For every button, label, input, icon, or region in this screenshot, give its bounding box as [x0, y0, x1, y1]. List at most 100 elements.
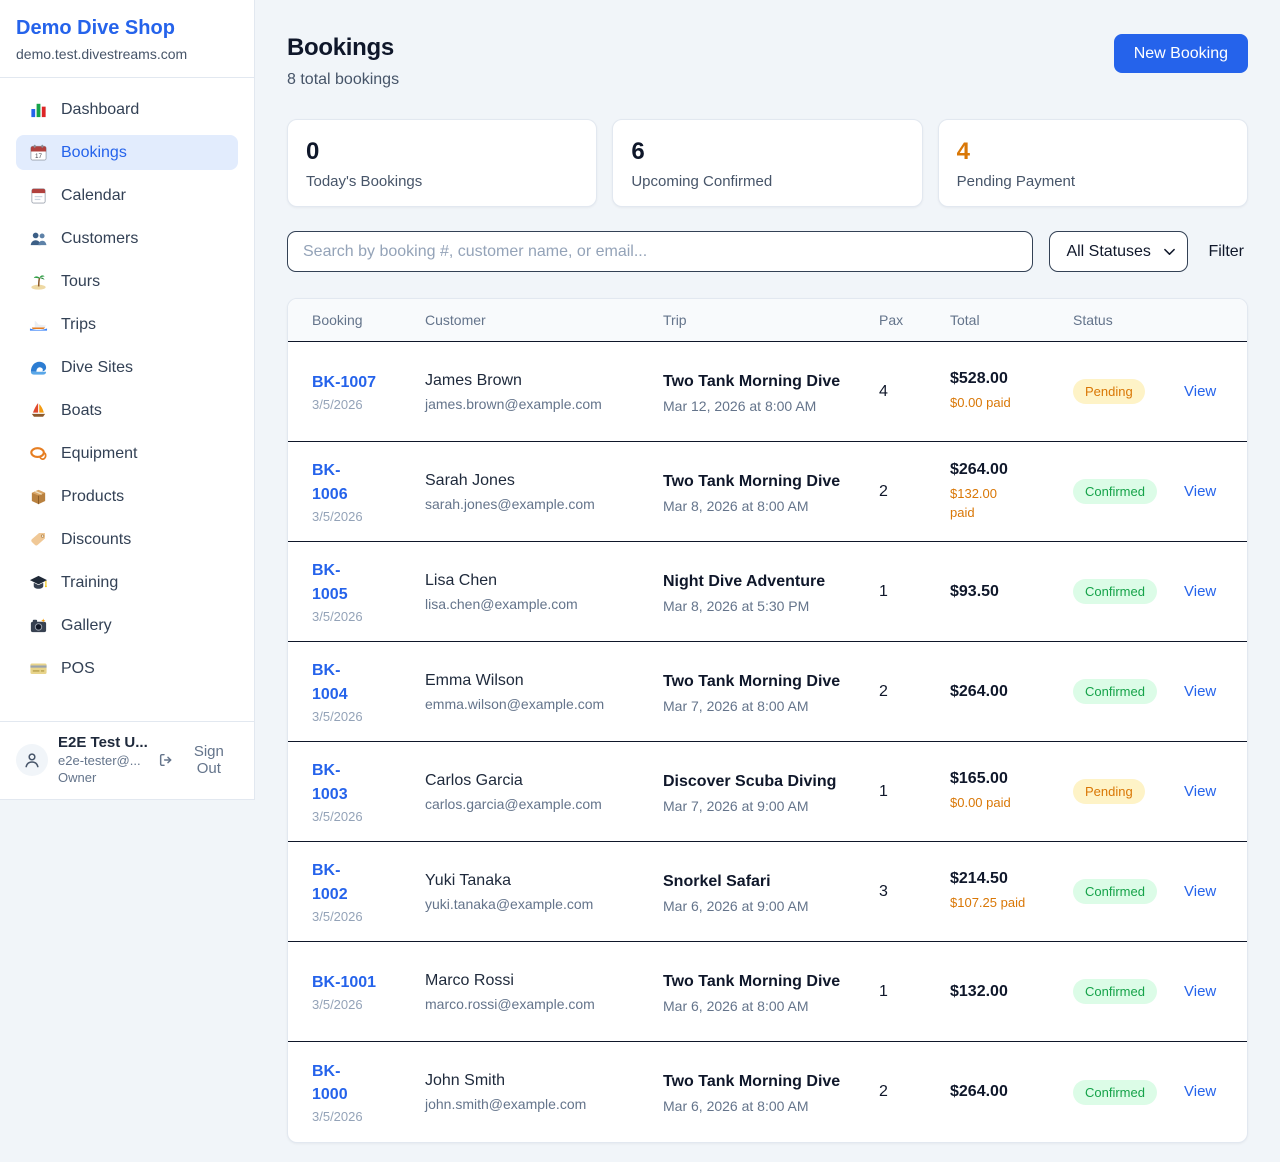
trip-name: Snorkel Safari	[663, 872, 771, 890]
sidebar: Demo Dive Shop demo.test.divestreams.com…	[0, 0, 255, 800]
sidebar-item-training[interactable]: Training	[16, 565, 238, 600]
view-link[interactable]: View	[1184, 882, 1217, 900]
brand-name[interactable]: Demo Dive Shop	[16, 17, 175, 39]
booking-cell: BK-1007 3/5/2026	[312, 371, 425, 412]
view-link[interactable]: View	[1184, 682, 1217, 700]
sidebar-item-dive-sites[interactable]: Dive Sites	[16, 350, 238, 385]
sidebar-item-dashboard[interactable]: Dashboard	[16, 92, 238, 127]
trip-name: Discover Scuba Diving	[663, 772, 837, 790]
customer-email: sarah.jones@example.com	[425, 495, 595, 512]
sidebar-item-calendar[interactable]: Calendar	[16, 178, 238, 213]
view-link[interactable]: View	[1184, 1083, 1217, 1100]
table-body: BK-1007 3/5/2026 James Brown james.brown@ex…	[288, 342, 1247, 1142]
customer-name: Marco Rossi	[425, 971, 514, 989]
booking-date: 3/5/2026	[312, 397, 363, 413]
booking-link[interactable]: BK-1007	[312, 373, 377, 391]
sidebar-item-trips[interactable]: Trips	[16, 307, 238, 342]
paid-amount: $107.25 paid	[950, 895, 1026, 911]
status-badge: Pending	[1073, 379, 1145, 404]
booking-cell: BK- 1003 3/5/2026	[312, 759, 425, 823]
booking-link[interactable]: BK- 1004	[312, 662, 348, 703]
stat-value: 4	[956, 138, 971, 165]
view-link[interactable]: View	[1184, 382, 1217, 400]
booking-link[interactable]: BK- 1005	[312, 562, 348, 603]
customer-name: Carlos Garcia	[425, 771, 523, 789]
status-badge: Confirmed	[1073, 879, 1157, 904]
status-cell: Confirmed	[1073, 479, 1184, 504]
sidebar-item-pos[interactable]: POS	[16, 651, 238, 686]
stat-value: 0	[306, 138, 320, 165]
trip-cell: Night Dive Adventure Mar 8, 2026 at 5:30 …	[663, 570, 879, 614]
sidebar-item-bookings[interactable]: 17 Bookings	[16, 135, 238, 170]
sidebar-item-equipment[interactable]: Equipment	[16, 436, 238, 471]
sign-out-button[interactable]: Sign Out	[158, 743, 238, 777]
view-link[interactable]: View	[1184, 582, 1217, 600]
sidebar-item-gallery[interactable]: Gallery	[16, 608, 238, 643]
svg-text:17: 17	[35, 153, 42, 160]
trip-name: Night Dive Adventure	[663, 572, 826, 590]
total-amount: $214.50	[950, 870, 1008, 888]
status-cell: Confirmed	[1073, 879, 1184, 904]
booking-link[interactable]: BK-1001	[312, 973, 377, 991]
status-cell: Pending	[1073, 779, 1184, 804]
actions-cell: View	[1184, 483, 1223, 501]
new-booking-button[interactable]: New Booking	[1113, 34, 1248, 73]
customer-name: Yuki Tanaka	[425, 871, 511, 889]
status-filter-select[interactable]: All Statuses	[1049, 231, 1189, 272]
table-row: BK-1007 3/5/2026 James Brown james.brown@ex…	[288, 342, 1247, 442]
customer-email: carlos.garcia@example.com	[425, 795, 602, 812]
status-badge: Confirmed	[1073, 479, 1157, 504]
stat-label: Pending Payment	[956, 173, 1076, 191]
booking-link[interactable]: BK- 1003	[312, 762, 348, 803]
customer-name: James Brown	[425, 371, 522, 389]
search-input[interactable]	[287, 231, 1034, 272]
booking-cell: BK- 1000 3/5/2026	[312, 1060, 425, 1124]
customer-cell: Carlos Garcia carlos.garcia@example.com	[425, 772, 663, 812]
customer-name: Emma Wilson	[425, 671, 524, 689]
sidebar-item-products[interactable]: Products	[16, 479, 238, 514]
status-select-wrap: All Statuses	[1049, 231, 1189, 272]
total-amount: $93.50	[950, 582, 999, 600]
package-icon	[29, 487, 48, 506]
tag-icon	[29, 530, 48, 549]
total-cell: $214.50 $107.25 paid	[950, 870, 1073, 913]
trip-name: Two Tank Morning Dive	[663, 472, 841, 490]
sidebar-item-tours[interactable]: Tours	[16, 264, 238, 299]
filter-button[interactable]: Filter	[1204, 243, 1248, 261]
trip-datetime: Mar 7, 2026 at 8:00 AM	[663, 697, 809, 714]
column-header-total: Total	[950, 312, 980, 328]
pax-count: 1	[879, 582, 888, 600]
view-link[interactable]: View	[1184, 482, 1217, 500]
table-row: BK- 1000 3/5/2026 John Smith john.smith@exa…	[288, 1042, 1247, 1142]
view-link[interactable]: View	[1184, 982, 1217, 1000]
sidebar-item-discounts[interactable]: Discounts	[16, 522, 238, 557]
booking-cell: BK- 1002 3/5/2026	[312, 859, 425, 923]
page-title: Bookings	[287, 34, 394, 61]
trip-datetime: Mar 8, 2026 at 5:30 PM	[663, 597, 810, 614]
total-cell: $93.50	[950, 583, 1073, 601]
table-row: BK- 1002 3/5/2026 Yuki Tanaka yuki.tanaka@e…	[288, 842, 1247, 942]
total-amount: $264.00	[950, 682, 1008, 700]
booking-date: 3/5/2026	[312, 1109, 363, 1125]
trip-cell: Discover Scuba Diving Mar 7, 2026 at 9:00…	[663, 770, 879, 814]
booking-link[interactable]: BK- 1002	[312, 862, 348, 903]
sidebar-item-label: Boats	[61, 401, 102, 419]
status-cell: Confirmed	[1073, 1079, 1184, 1105]
status-cell: Pending	[1073, 379, 1184, 404]
paid-amount: $0.00 paid	[950, 795, 1011, 811]
sidebar-item-boats[interactable]: Boats	[16, 393, 238, 428]
sidebar-item-customers[interactable]: Customers	[16, 221, 238, 256]
person-icon	[22, 750, 42, 770]
status-badge: Confirmed	[1073, 579, 1157, 604]
credit-card-icon	[29, 659, 48, 678]
stat-value: 6	[631, 138, 645, 165]
stats-row: 0 Today's Bookings 6 Upcoming Confirmed 4 Pen…	[287, 119, 1248, 207]
trip-cell: Two Tank Morning Dive Mar 6, 2026 at 8:00…	[663, 970, 879, 1014]
customer-email: emma.wilson@example.com	[425, 695, 605, 712]
graduation-cap-icon	[29, 573, 48, 592]
actions-cell: View	[1184, 783, 1223, 801]
view-link[interactable]: View	[1184, 782, 1217, 800]
customer-cell: Lisa Chen lisa.chen@example.com	[425, 572, 663, 612]
booking-link[interactable]: BK- 1000	[312, 1062, 348, 1103]
booking-link[interactable]: BK- 1006	[312, 462, 348, 503]
